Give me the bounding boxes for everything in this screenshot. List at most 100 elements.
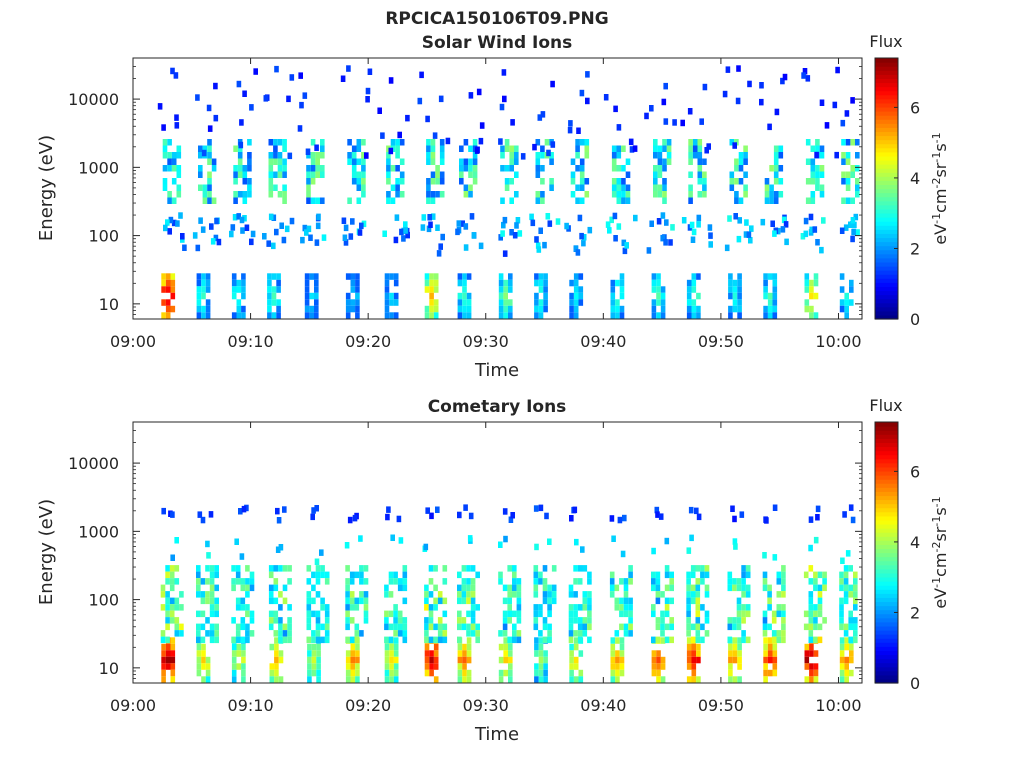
spectrogram-cell xyxy=(461,597,467,605)
spectrogram-cell xyxy=(839,656,845,664)
spectrogram-cell xyxy=(852,221,857,229)
spectrogram-cell xyxy=(205,578,210,585)
spectrogram-cell xyxy=(767,273,773,280)
spectrogram-cell xyxy=(399,171,405,178)
spectrogram-cell xyxy=(538,578,543,585)
spectrogram-cell xyxy=(619,637,625,644)
spectrogram-cell xyxy=(819,191,825,198)
spectrogram-cell xyxy=(309,292,314,300)
spectrogram-cell xyxy=(343,224,349,232)
spectrogram-cell xyxy=(207,191,212,198)
x-tick-label: 09:50 xyxy=(698,332,744,351)
spectrogram-cell xyxy=(808,516,814,523)
spectrogram-cell xyxy=(587,591,592,598)
spectrogram-cell xyxy=(855,178,860,185)
spectrogram-cell xyxy=(692,145,698,152)
spectrogram-cell xyxy=(817,623,823,631)
spectrogram-cell xyxy=(584,191,590,198)
spectrogram-cell xyxy=(850,171,855,178)
spectrogram-cell xyxy=(163,224,168,232)
spectrogram-cell xyxy=(689,221,695,229)
spectrogram-cell xyxy=(573,273,579,280)
spectrogram-cell xyxy=(809,669,814,677)
spectrogram-cell xyxy=(534,299,539,306)
spectrogram-cell xyxy=(662,191,667,198)
spectrogram-cell xyxy=(459,145,464,152)
spectrogram-cell xyxy=(611,191,617,198)
spectrogram-cell xyxy=(610,279,616,287)
spectrogram-cell xyxy=(401,235,406,242)
spectrogram-cell xyxy=(430,197,436,204)
spectrogram-cell xyxy=(772,312,778,319)
spectrogram-cell xyxy=(662,184,667,191)
spectrogram-cell xyxy=(240,623,246,631)
spectrogram-cell xyxy=(345,676,351,683)
spectrogram-cell xyxy=(384,610,389,618)
spectrogram-cell xyxy=(660,299,666,306)
spectrogram-cell xyxy=(853,578,858,585)
spectrogram-cell xyxy=(762,617,768,624)
spectrogram-cell xyxy=(207,171,212,178)
spectrogram-cell xyxy=(821,217,826,224)
spectrogram-cell xyxy=(615,312,620,319)
spectrogram-cell xyxy=(737,217,742,224)
spectrogram-cell xyxy=(843,571,849,579)
colorbar-segment xyxy=(875,568,898,574)
spectrogram-cell xyxy=(429,305,434,313)
spectrogram-cell xyxy=(853,591,858,598)
spectrogram-cell xyxy=(354,636,360,644)
spectrogram-cell xyxy=(686,547,692,554)
spectrogram-cell xyxy=(355,273,360,280)
spectrogram-cell xyxy=(207,184,212,191)
spectrogram-cell xyxy=(688,145,693,152)
spectrogram-cell xyxy=(307,643,312,651)
spectrogram-cell xyxy=(462,663,467,670)
spectrogram-cell xyxy=(390,165,396,172)
spectrogram-cell xyxy=(767,584,772,592)
spectrogram-cell xyxy=(746,231,752,238)
spectrogram-cell xyxy=(763,676,768,683)
spectrogram-cell xyxy=(230,224,236,231)
colorbar-segment xyxy=(875,625,898,631)
spectrogram-cell xyxy=(346,65,351,72)
colorbar-segment xyxy=(875,446,898,452)
spectrogram-cell xyxy=(772,279,778,287)
spectrogram-cell xyxy=(429,512,434,520)
spectrogram-cell xyxy=(468,512,474,520)
spectrogram-cell xyxy=(268,617,274,624)
spectrogram-cell xyxy=(736,578,742,585)
spectrogram-cell xyxy=(433,273,439,280)
spectrogram-cell xyxy=(584,178,590,185)
spectrogram-cell xyxy=(542,636,548,644)
spectrogram-cell xyxy=(384,312,390,319)
spectrogram-cell xyxy=(397,630,403,637)
colorbar-tick-label: 4 xyxy=(910,533,920,552)
spectrogram-cell xyxy=(767,299,773,306)
colorbar-segment xyxy=(875,515,898,521)
spectrogram-cell xyxy=(550,80,555,88)
spectrogram-cell xyxy=(619,286,625,293)
spectrogram-cell xyxy=(231,565,236,572)
spectrogram-cell xyxy=(176,191,182,198)
spectrogram-cell xyxy=(578,292,584,300)
spectrogram-cell xyxy=(573,610,578,618)
colorbar-segment xyxy=(875,426,898,431)
spectrogram-cell xyxy=(393,650,399,657)
spectrogram-cell xyxy=(316,663,321,670)
spectrogram-cell xyxy=(507,565,512,572)
spectrogram-cell xyxy=(772,650,778,657)
spectrogram-cell xyxy=(161,299,166,306)
spectrogram-cell xyxy=(841,139,846,146)
colorbar-segment xyxy=(875,123,898,128)
spectrogram-cell xyxy=(853,597,858,605)
spectrogram-cell xyxy=(538,669,544,677)
spectrogram-cell xyxy=(268,191,274,198)
spectrogram-cell xyxy=(345,565,350,572)
spectrogram-cell xyxy=(741,571,746,579)
spectrogram-cell xyxy=(421,214,427,221)
spectrogram-cell xyxy=(384,676,390,683)
spectrogram-cell xyxy=(839,578,844,585)
spectrogram-cell xyxy=(298,72,303,79)
spectrogram-cell xyxy=(278,630,283,637)
spectrogram-cell xyxy=(804,299,810,306)
